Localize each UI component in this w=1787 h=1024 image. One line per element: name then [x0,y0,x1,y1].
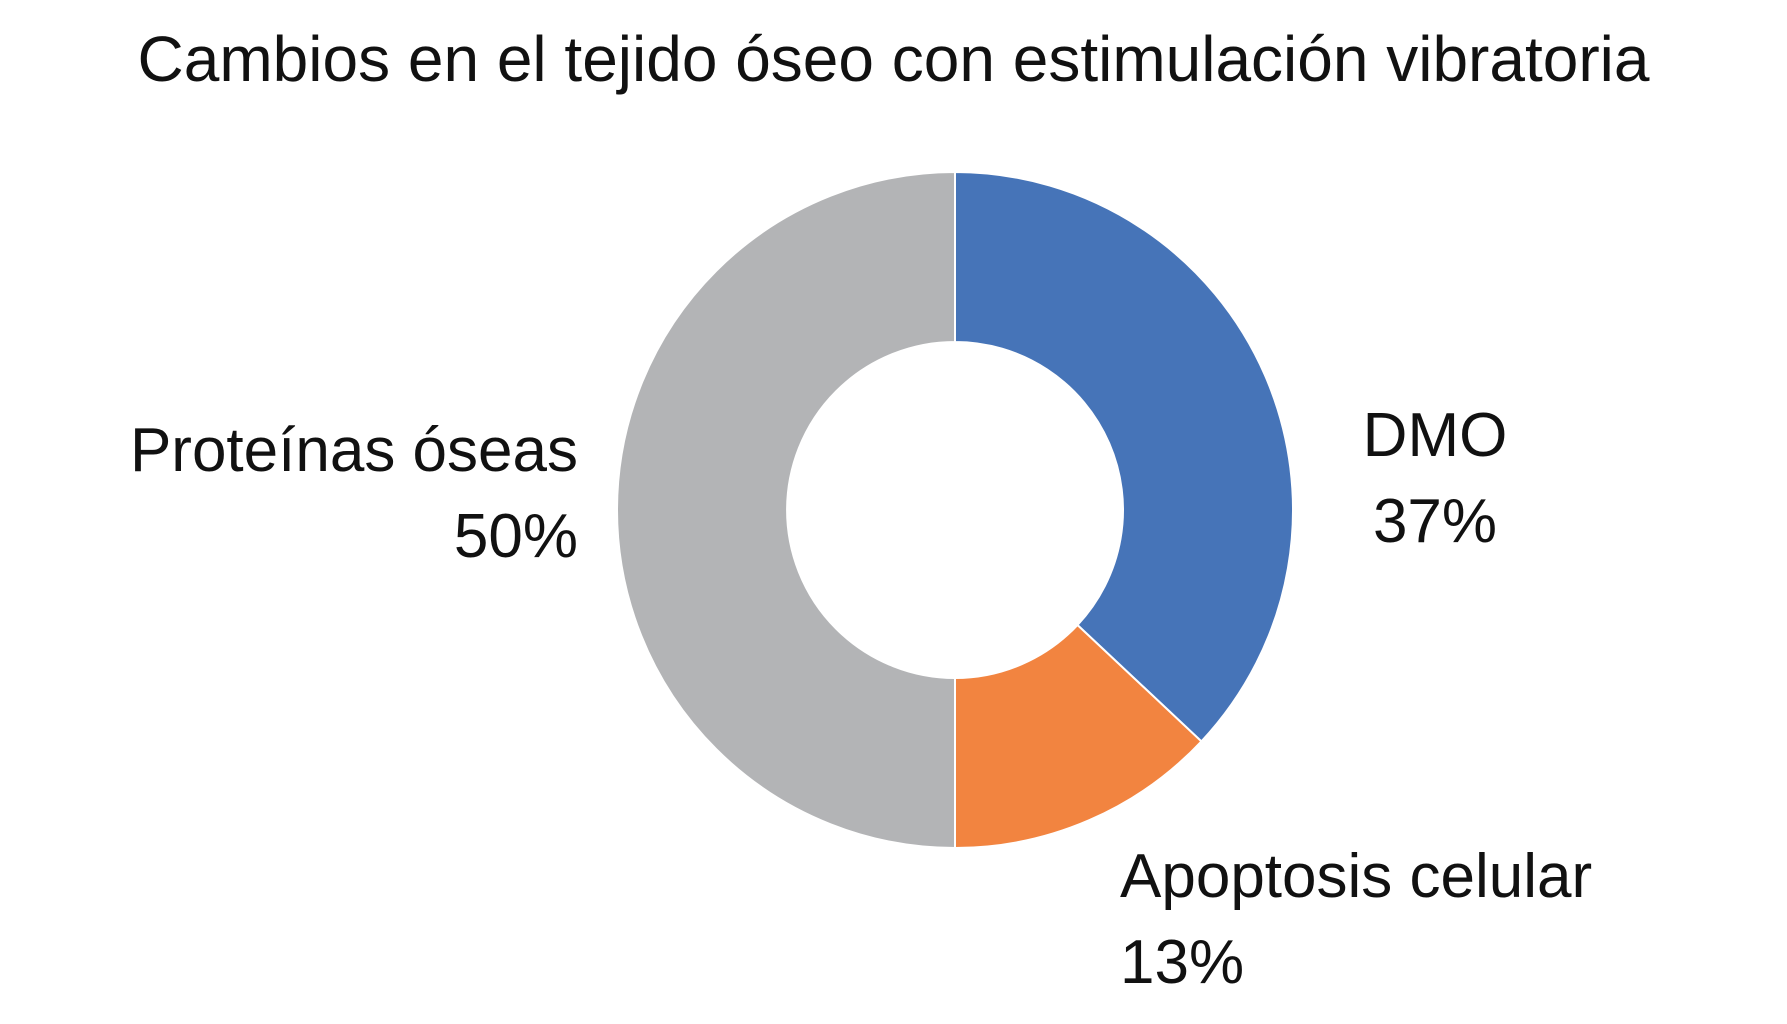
data-label-category: DMO [1362,401,1508,470]
data-label-category: Apoptosis celular [1120,842,1593,911]
data-label-apoptosis-celular: Apoptosis celular 13% [1120,834,1592,1006]
donut-slice-prote-nas-seas [616,170,956,850]
data-label-percent: 50% [453,502,578,571]
donut-slice-dmo [954,170,1294,743]
chart-title: Cambios en el tejido óseo con estimulaci… [137,23,1650,95]
data-label-percent: 13% [1120,928,1245,997]
data-label-dmo: DMO 37% [1310,393,1560,565]
data-label-category: Proteínas óseas [129,416,578,485]
donut-slice-apoptosis-celular [954,623,1203,850]
data-label-proteinas-oseas: Proteínas óseas 50% [0,408,578,580]
donut-slices [616,170,1294,850]
data-label-percent: 37% [1372,487,1498,556]
